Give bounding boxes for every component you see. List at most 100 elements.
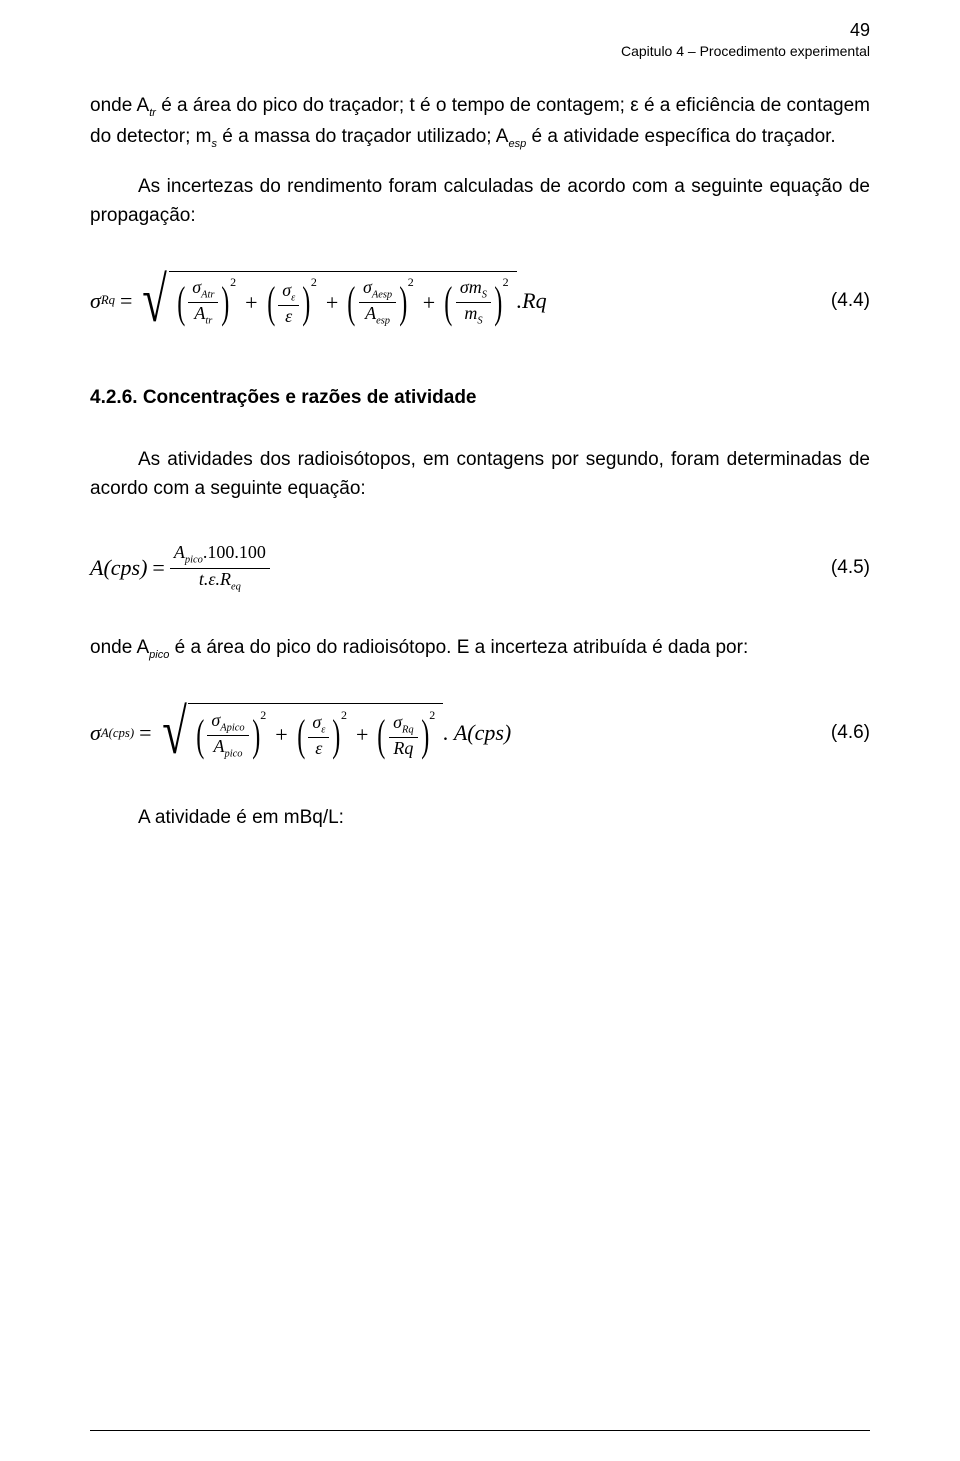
text: é a atividade específica do traçador. — [526, 126, 835, 147]
term-3: ( σRq Rq ) 2 — [374, 713, 438, 757]
text: onde A — [90, 95, 149, 116]
num-sub: ε — [291, 292, 295, 303]
num: σ — [192, 277, 201, 297]
exponent: 2 — [429, 708, 435, 723]
term-2: ( σε ε ) 2 — [264, 281, 320, 325]
paragraph-3: As atividades dos radioisótopos, em cont… — [90, 445, 870, 504]
paren-right-icon: ) — [252, 718, 260, 753]
num-sub: pico — [185, 555, 203, 566]
num: σ — [312, 712, 321, 732]
den: A — [365, 303, 376, 323]
num-sub: Aesp — [372, 290, 392, 301]
fraction: σApico Apico — [207, 711, 248, 760]
tail: . A(cps) — [443, 720, 511, 746]
num-sub: Rq — [402, 725, 414, 736]
den-sub: pico — [224, 748, 242, 759]
fraction: σAtr Atr — [188, 278, 218, 327]
term-2: ( σε ε ) 2 — [294, 713, 350, 757]
radical-icon: √ — [162, 703, 187, 763]
paren-right-icon: ) — [333, 718, 341, 753]
paren-left-icon: ( — [297, 718, 305, 753]
plus: + — [326, 290, 338, 316]
den-sub: tr — [205, 316, 212, 327]
section-title: 4.2.6. Concentrações e razões de ativida… — [90, 387, 870, 409]
equation-number: (4.6) — [801, 722, 870, 744]
paren-left-icon: ( — [445, 285, 453, 320]
paren-left-icon: ( — [378, 718, 386, 753]
equals: = — [120, 288, 132, 314]
equation-body: σA(cps) = √ ( σApico Apico ) 2 + — [90, 703, 511, 763]
exponent: 2 — [341, 708, 347, 723]
paragraph-4: onde Apico é a área do pico do radioisót… — [90, 633, 870, 664]
exponent: 2 — [503, 275, 509, 290]
radical-icon: √ — [143, 271, 168, 331]
equation-4-6: σA(cps) = √ ( σApico Apico ) 2 + — [90, 703, 870, 763]
den-sub: esp — [376, 316, 390, 327]
equals: = — [152, 555, 164, 581]
plus: + — [356, 722, 368, 748]
equation-body: σRq = √ ( σAtr Atr ) 2 + — [90, 271, 547, 331]
text: é a área do pico do radioisótopo. E a in… — [169, 637, 748, 658]
den: A — [213, 736, 224, 756]
equation-4-4: σRq = √ ( σAtr Atr ) 2 + — [90, 271, 870, 331]
paren-right-icon: ) — [222, 285, 230, 320]
paragraph-1: onde Atr é a área do pico do traçador; t… — [90, 91, 870, 153]
fraction: σRq Rq — [389, 713, 418, 757]
plus: + — [245, 290, 257, 316]
den: Rq — [389, 738, 417, 757]
num-a: A — [174, 542, 185, 562]
footer-divider — [90, 1430, 870, 1431]
fraction: σε ε — [308, 713, 329, 757]
exponent: 2 — [408, 275, 414, 290]
page-number: 49 — [90, 20, 870, 41]
subscript-tr: tr — [149, 107, 156, 119]
page: 49 Capitulo 4 – Procedimento experimenta… — [0, 0, 960, 1461]
plus: + — [275, 722, 287, 748]
den: ε — [281, 306, 296, 325]
tail: .Rq — [517, 288, 547, 314]
term-1: ( σApico Apico ) 2 — [193, 711, 270, 760]
den: m — [464, 303, 477, 323]
term-3: ( σAesp Aesp ) 2 — [344, 278, 417, 327]
paragraph-5: A atividade é em mBq/L: — [90, 803, 870, 832]
paren-right-icon: ) — [303, 285, 311, 320]
paragraph-2: As incertezas do rendimento foram calcul… — [90, 172, 870, 231]
paren-left-icon: ( — [348, 285, 356, 320]
paren-left-icon: ( — [196, 718, 204, 753]
sqrt: √ ( σAtr Atr ) 2 + ( — [137, 271, 516, 331]
equation-number: (4.5) — [801, 557, 870, 579]
sigma-sub: A(cps) — [101, 726, 134, 741]
term-4: ( σmS mS ) 2 — [441, 278, 511, 327]
equals: = — [139, 720, 151, 746]
subscript-pico: pico — [149, 648, 169, 660]
num-sub: Apico — [220, 722, 244, 733]
num-sub: Atr — [201, 290, 214, 301]
fraction: σε ε — [278, 281, 299, 325]
radicand: ( σAtr Atr ) 2 + ( σε ε — [169, 271, 517, 331]
sigma: σ — [90, 288, 101, 314]
fraction: Apico.100.100 t.ε.Req — [170, 543, 270, 592]
num: σm — [460, 277, 482, 297]
paren-right-icon: ) — [494, 285, 502, 320]
equation-body: A(cps) = Apico.100.100 t.ε.Req — [90, 543, 270, 592]
paren-left-icon: ( — [267, 285, 275, 320]
den: t.ε.R — [199, 569, 231, 589]
num: σ — [393, 712, 402, 732]
text: é a massa do traçador utilizado; A — [217, 126, 509, 147]
num-tail: .100.100 — [203, 542, 266, 562]
sigma: σ — [90, 720, 101, 746]
exponent: 2 — [230, 275, 236, 290]
term-1: ( σAtr Atr ) 2 — [174, 278, 240, 327]
den-sub: eq — [231, 581, 241, 592]
fraction: σmS mS — [456, 278, 491, 327]
num-sub: ε — [321, 725, 325, 736]
den: A — [194, 303, 205, 323]
text: onde A — [90, 637, 149, 658]
num: σ — [211, 710, 220, 730]
num: σ — [282, 280, 291, 300]
num-sub: S — [482, 290, 487, 301]
den-sub: S — [477, 316, 482, 327]
fraction: σAesp Aesp — [359, 278, 396, 327]
exponent: 2 — [260, 708, 266, 723]
paren-right-icon: ) — [399, 285, 407, 320]
